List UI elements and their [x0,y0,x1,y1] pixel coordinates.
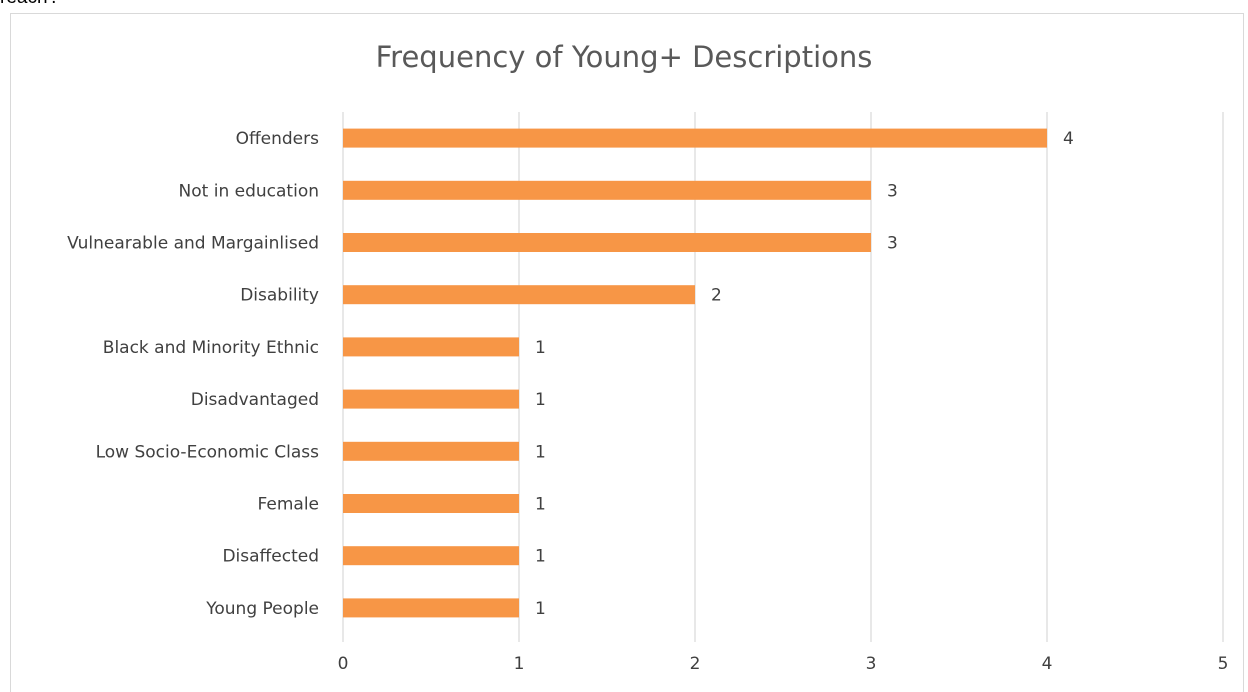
x-tick-label-3: 3 [866,654,877,674]
bar-2 [343,233,871,252]
data-label-5: 1 [535,390,546,410]
bar-5 [343,389,519,409]
data-label-9: 1 [535,599,546,619]
data-label-3: 2 [711,286,722,306]
data-labels: 4 3 3 2 1 1 1 1 1 1 [535,129,1074,619]
category-labels: Offenders Not in education Vulnearable and… [67,129,319,619]
category-label-3: Disability [240,286,319,306]
data-label-6: 1 [535,442,546,462]
x-tick-label-4: 4 [1042,654,1053,674]
bar-3 [343,285,695,305]
x-axis-tick-labels: 0 1 2 3 4 5 [338,654,1229,674]
bar-7 [343,494,519,513]
gridlines [342,112,1224,642]
x-tick-label-0: 0 [338,654,349,674]
bar-6 [343,441,519,461]
bar-4 [343,337,519,357]
bar-0 [343,128,1047,148]
chart-title: Frequency of Young+ Descriptions [375,40,873,74]
document-text-fragment: reach'. [0,0,56,10]
category-label-9: Young People [205,599,319,619]
chart-frame [10,13,1244,692]
bar-9 [343,598,519,618]
category-label-2: Vulnearable and Margainlised [67,234,319,254]
data-label-7: 1 [535,495,546,515]
category-label-5: Disadvantaged [191,390,319,410]
bar-1 [343,180,871,200]
category-label-0: Offenders [236,129,320,149]
x-tick-label-5: 5 [1218,654,1229,674]
x-tick-label-2: 2 [690,654,701,674]
bar-8 [343,546,519,566]
data-label-4: 1 [535,338,546,358]
data-label-8: 1 [535,547,546,567]
category-label-8: Disaffected [222,547,319,567]
category-label-4: Black and Minority Ethnic [103,338,319,358]
data-label-1: 3 [887,181,898,201]
bars [343,128,1047,618]
category-label-6: Low Socio-Economic Class [96,442,320,462]
category-label-7: Female [258,495,319,515]
x-tick-label-1: 1 [514,654,525,674]
category-label-1: Not in education [179,181,319,201]
data-label-0: 4 [1063,129,1074,149]
data-label-2: 3 [887,234,898,254]
